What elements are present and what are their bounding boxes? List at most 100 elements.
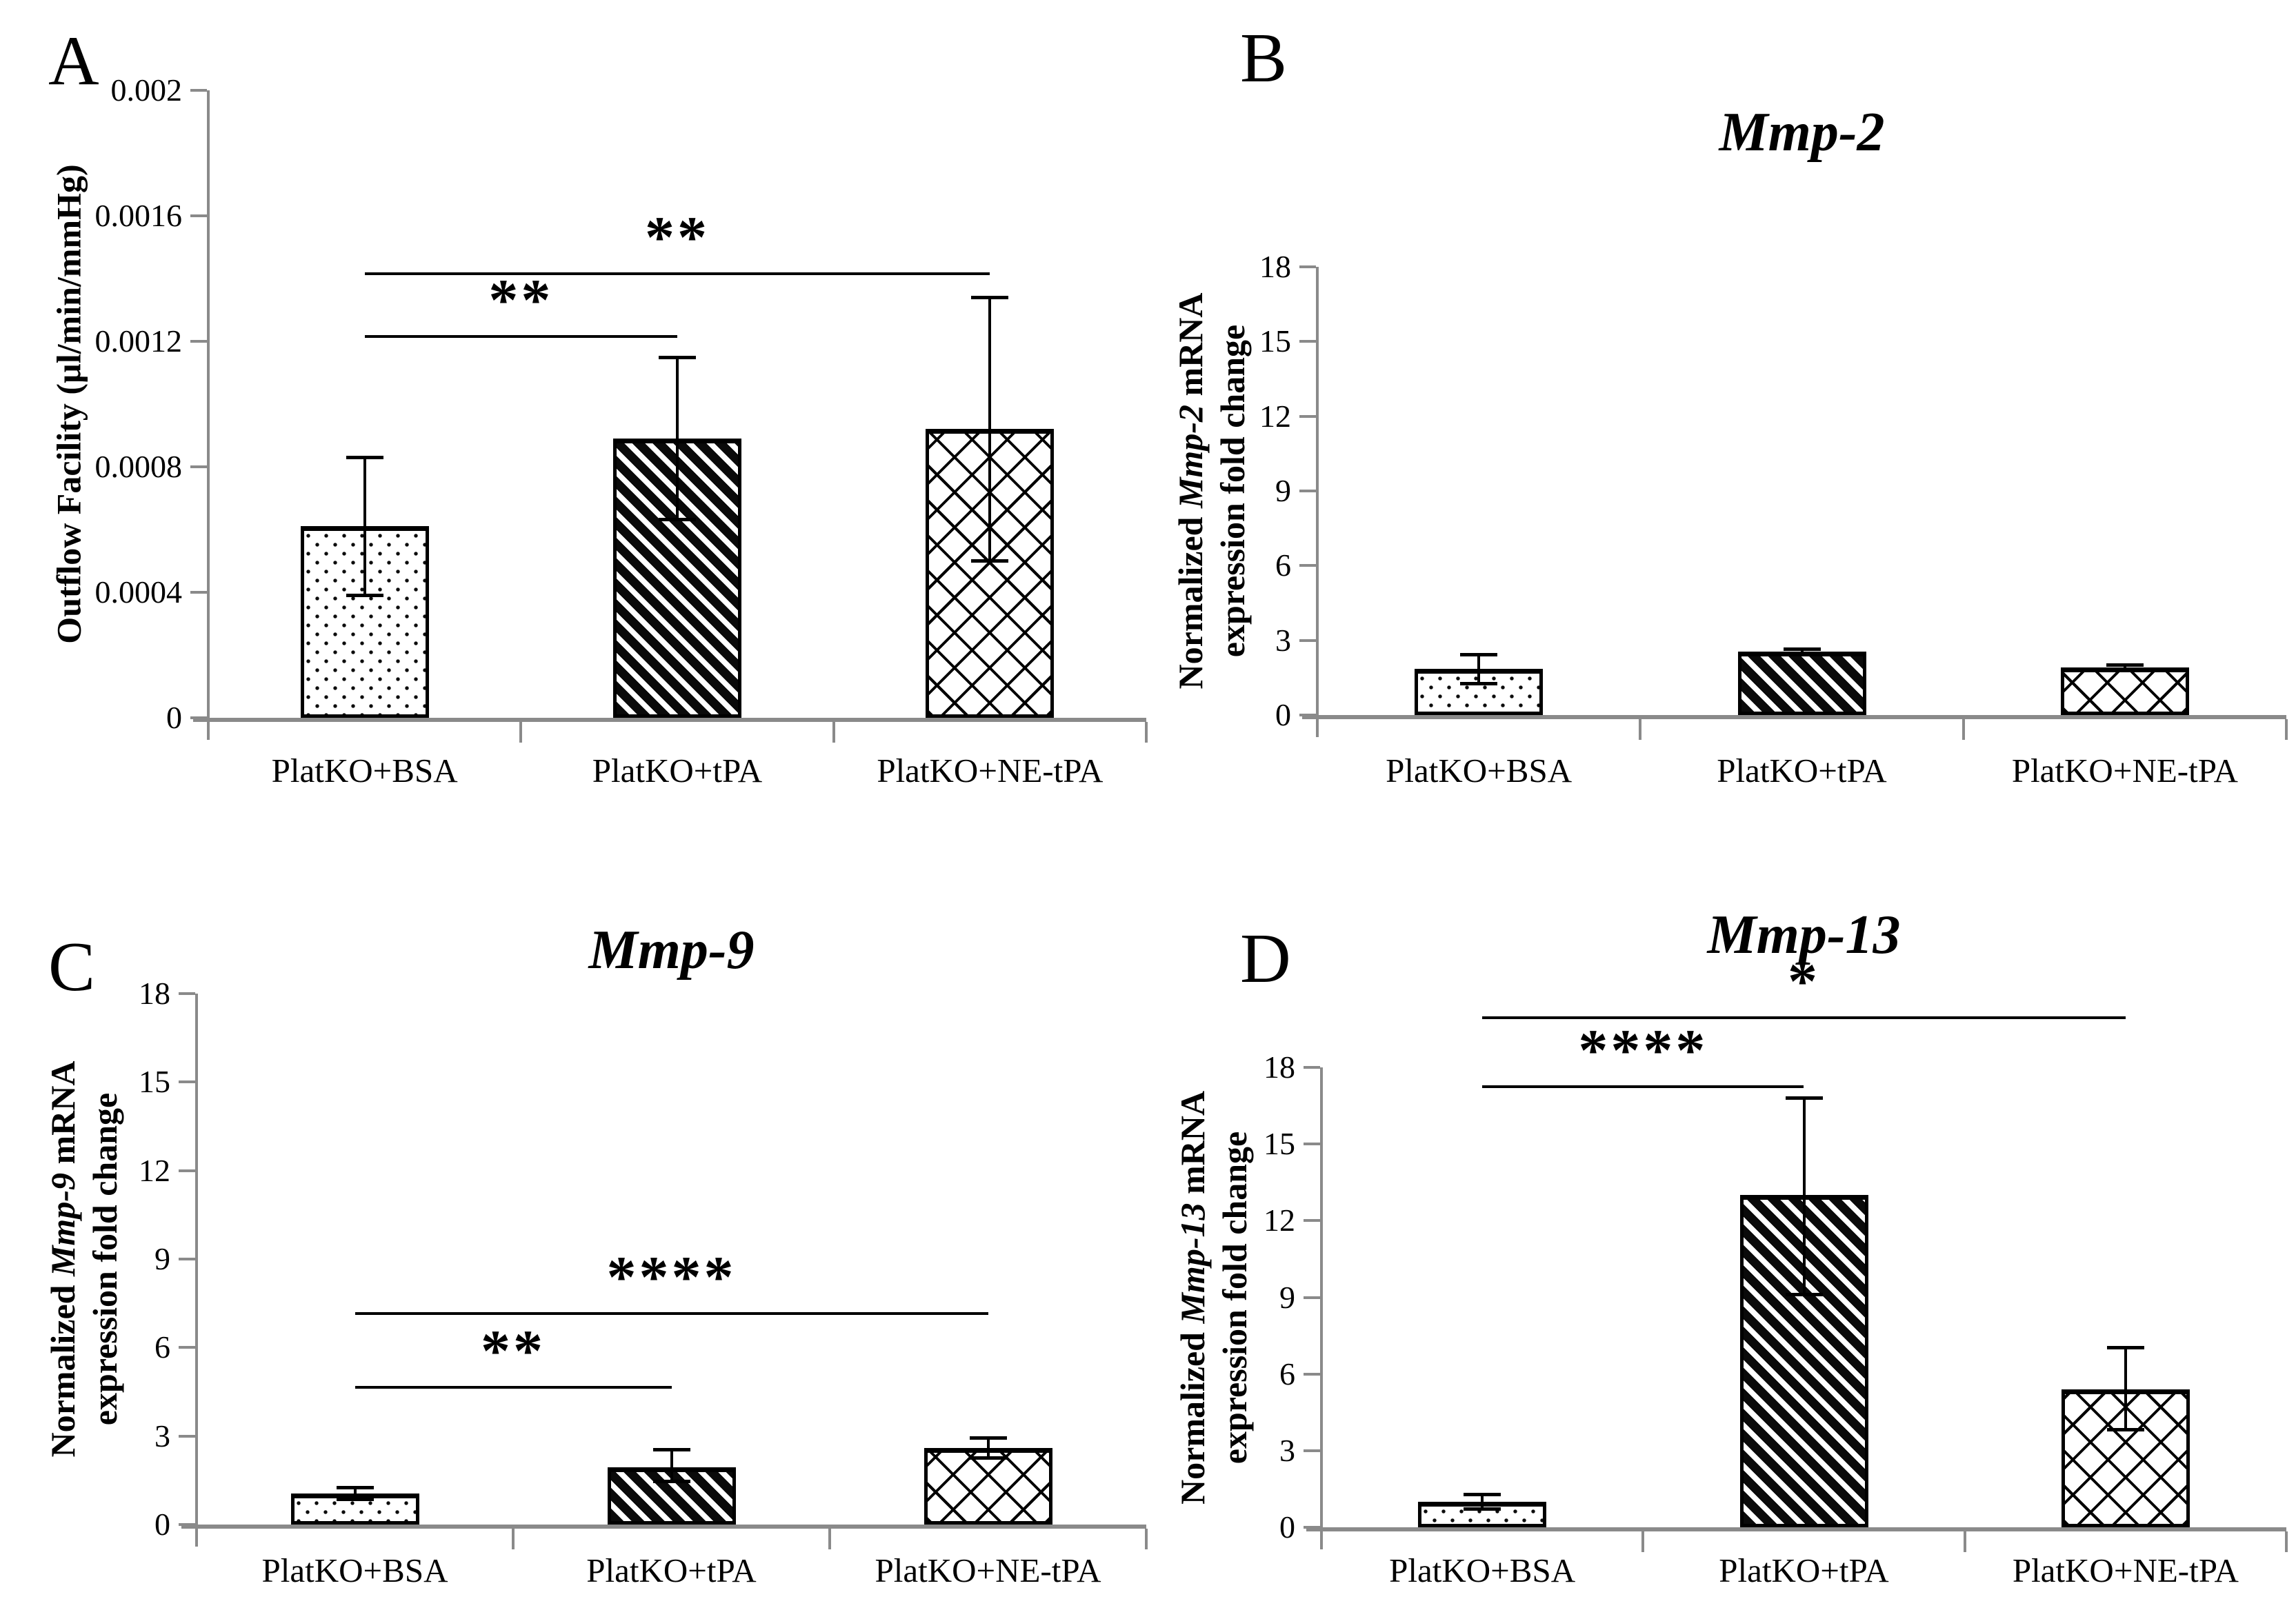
- error-bar-cap-bottom: [969, 1456, 1007, 1460]
- y-tick-mark: [1304, 1526, 1320, 1529]
- category-label: PlatKO+BSA: [1389, 1551, 1576, 1589]
- y-tick-mark: [1304, 1372, 1320, 1376]
- y-tick-label: 6: [154, 1329, 170, 1365]
- category-label: PlatKO+NE-tPA: [2011, 752, 2238, 790]
- error-bar-cap-top: [652, 1447, 690, 1451]
- y-tick-mark: [1299, 714, 1316, 716]
- error-bar: [676, 356, 679, 521]
- category-label: PlatKO+NE-tPA: [875, 1551, 1101, 1589]
- y-tick-mark: [179, 992, 195, 995]
- y-tick-label: 3: [1275, 622, 1291, 658]
- category-label: PlatKO+BSA: [1386, 752, 1573, 790]
- chart-title: Mmp-2: [1719, 102, 1885, 163]
- error-bar: [988, 297, 992, 561]
- y-tick-label: 15: [1259, 323, 1291, 359]
- x-axis-line: [1302, 715, 2286, 719]
- significance-stars: ****: [606, 1244, 737, 1310]
- significance-stars: **: [481, 1317, 546, 1384]
- y-tick-label: 0.0004: [94, 574, 183, 610]
- y-tick-mark: [1304, 1296, 1320, 1299]
- error-bar: [2124, 1347, 2127, 1431]
- category-label: PlatKO+tPA: [1717, 752, 1887, 790]
- error-bar-cap-bottom: [659, 518, 696, 522]
- y-tick-label: 0: [166, 700, 182, 735]
- y-tick-label: 0: [1275, 697, 1291, 732]
- significance-line: [1482, 1016, 2126, 1019]
- y-tick-mark: [1299, 265, 1316, 268]
- y-tick-mark: [1299, 490, 1316, 492]
- panel-letter-b: B: [1240, 19, 1288, 97]
- y-tick-label: 12: [1259, 398, 1291, 434]
- y-axis-line: [1320, 1067, 1323, 1549]
- y-tick-label: 9: [1279, 1279, 1295, 1315]
- significance-line: [364, 334, 677, 338]
- y-tick-label: 6: [1275, 547, 1291, 583]
- y-tick-label: 3: [1279, 1432, 1295, 1468]
- x-tick-mark: [1639, 719, 1642, 740]
- y-tick-label: 12: [139, 1152, 170, 1188]
- y-tick-label: 18: [1264, 1049, 1295, 1085]
- error-bar-cap-bottom: [346, 593, 383, 597]
- error-bar-cap-bottom: [652, 1479, 690, 1483]
- y-tick-mark: [1304, 1066, 1320, 1069]
- error-bar-cap-top: [1464, 1492, 1501, 1496]
- error-bar-cap-top: [969, 1436, 1007, 1440]
- y-tick-label: 6: [1279, 1356, 1295, 1391]
- error-bar-cap-top: [2106, 1345, 2144, 1349]
- category-label: PlatKO+tPA: [586, 1551, 757, 1589]
- y-tick-mark: [190, 340, 207, 343]
- x-axis-line: [193, 718, 1146, 722]
- error-bar: [353, 1487, 357, 1500]
- panel-letter-c: C: [48, 928, 96, 1006]
- y-tick-mark: [179, 1080, 195, 1084]
- x-tick-mark: [512, 1529, 515, 1549]
- x-tick-mark: [1145, 722, 1148, 743]
- x-tick-mark: [828, 1529, 831, 1549]
- error-bar: [1802, 1098, 1806, 1295]
- x-tick-mark: [1641, 1531, 1645, 1552]
- y-tick-label: 0.002: [110, 72, 183, 108]
- error-bar-cap-bottom: [1783, 652, 1821, 656]
- y-tick-label: 9: [1275, 473, 1291, 508]
- y-tick-label: 0.0012: [94, 323, 183, 359]
- y-tick-label: 9: [154, 1241, 170, 1276]
- error-bar-cap-bottom: [1464, 1507, 1501, 1511]
- y-tick-mark: [1304, 1143, 1320, 1146]
- category-label: PlatKO+NE-tPA: [877, 752, 1104, 790]
- y-tick-label: 18: [139, 976, 170, 1011]
- error-bar-cap-top: [1783, 647, 1821, 652]
- y-tick-label: 0: [154, 1507, 170, 1542]
- error-bar-cap-top: [346, 456, 383, 460]
- category-label: PlatKO+tPA: [1719, 1551, 1889, 1589]
- error-bar-cap-top: [971, 296, 1009, 300]
- category-label: PlatKO+BSA: [271, 752, 458, 790]
- error-bar: [1800, 649, 1804, 654]
- x-axis-line: [181, 1525, 1146, 1529]
- significance-line: [1482, 1085, 1804, 1088]
- error-bar-cap-bottom: [336, 1498, 374, 1502]
- category-label: PlatKO+BSA: [261, 1551, 448, 1589]
- error-bar-cap-bottom: [2106, 668, 2144, 672]
- x-tick-mark: [1145, 1529, 1148, 1549]
- panel-letter-d: D: [1240, 920, 1291, 998]
- y-tick-mark: [190, 465, 207, 468]
- x-tick-mark: [1963, 1531, 1966, 1552]
- significance-stars: **: [645, 203, 710, 270]
- y-tick-mark: [1299, 414, 1316, 418]
- y-axis-line: [207, 90, 210, 740]
- error-bar: [1481, 1494, 1484, 1510]
- category-label: PlatKO+tPA: [592, 752, 763, 790]
- y-tick-label: 3: [154, 1418, 170, 1454]
- error-bar-cap-top: [336, 1485, 374, 1489]
- y-tick-label: 0.0008: [94, 449, 183, 484]
- error-bar-cap-top: [2106, 663, 2144, 667]
- significance-stars: *: [1788, 947, 1820, 1014]
- error-bar-cap-bottom: [2106, 1428, 2144, 1432]
- chart-title: Mmp-9: [588, 920, 755, 980]
- x-tick-mark: [2285, 719, 2288, 740]
- y-tick-label: 15: [1264, 1126, 1295, 1162]
